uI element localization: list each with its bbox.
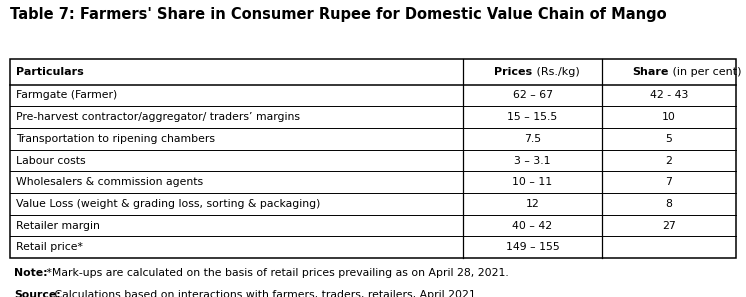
Text: Value Loss (weight & grading loss, sorting & packaging): Value Loss (weight & grading loss, sorti… xyxy=(16,199,320,209)
Text: (in per cent): (in per cent) xyxy=(669,67,742,77)
Text: Retailer margin: Retailer margin xyxy=(16,221,99,230)
Bar xyxy=(10,59,736,258)
Text: Particulars: Particulars xyxy=(16,67,84,77)
Text: 10: 10 xyxy=(662,112,676,122)
Text: Retail price*: Retail price* xyxy=(16,242,83,252)
Text: 27: 27 xyxy=(662,221,676,230)
Text: 12: 12 xyxy=(526,199,539,209)
Text: 10 – 11: 10 – 11 xyxy=(513,177,553,187)
Text: Pre-harvest contractor/aggregator/ traders’ margins: Pre-harvest contractor/aggregator/ trade… xyxy=(16,112,300,122)
Text: (Rs./kg): (Rs./kg) xyxy=(533,67,580,77)
Text: 5: 5 xyxy=(665,134,672,144)
Text: Labour costs: Labour costs xyxy=(16,156,85,165)
Text: Wholesalers & commission agents: Wholesalers & commission agents xyxy=(16,177,203,187)
Text: *Mark-ups are calculated on the basis of retail prices prevailing as on April 28: *Mark-ups are calculated on the basis of… xyxy=(43,268,508,278)
Text: 15 – 15.5: 15 – 15.5 xyxy=(507,112,558,122)
Text: 40 – 42: 40 – 42 xyxy=(513,221,553,230)
Text: 42 - 43: 42 - 43 xyxy=(650,91,688,100)
Text: Farmgate (Farmer): Farmgate (Farmer) xyxy=(16,91,117,100)
Text: Share: Share xyxy=(633,67,669,77)
Text: 7: 7 xyxy=(665,177,672,187)
Text: 62 – 67: 62 – 67 xyxy=(513,91,553,100)
Text: 8: 8 xyxy=(665,199,672,209)
Text: Calculations based on interactions with farmers, traders, retailers, April 2021.: Calculations based on interactions with … xyxy=(51,290,479,297)
Text: Transportation to ripening chambers: Transportation to ripening chambers xyxy=(16,134,215,144)
Text: Source:: Source: xyxy=(14,290,61,297)
Text: 7.5: 7.5 xyxy=(524,134,541,144)
Text: Note:: Note: xyxy=(14,268,48,278)
Text: 149 – 155: 149 – 155 xyxy=(506,242,560,252)
Text: 3 – 3.1: 3 – 3.1 xyxy=(514,156,551,165)
Text: Table 7: Farmers' Share in Consumer Rupee for Domestic Value Chain of Mango: Table 7: Farmers' Share in Consumer Rupe… xyxy=(10,7,667,23)
Text: 2: 2 xyxy=(665,156,672,165)
Text: Prices: Prices xyxy=(495,67,533,77)
